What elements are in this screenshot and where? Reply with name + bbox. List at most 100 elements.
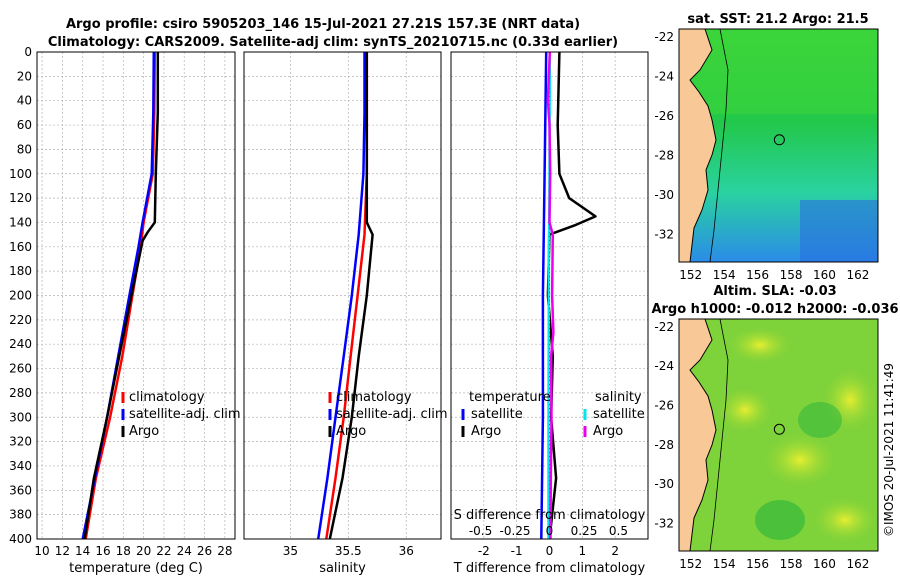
sla-blob-3 <box>760 430 840 490</box>
temperature-panel: 0 20 40 60 80 100 120 140 160 180 200 220 240 260 280 3… <box>9 45 241 576</box>
title-line-1: Argo profile: csiro 5905203_146 15-Jul-2… <box>66 17 580 32</box>
sla-coastline <box>689 318 717 552</box>
x-tick-label: 1 <box>579 544 587 558</box>
plot-frame <box>450 51 649 540</box>
x-tick-label: 22 <box>156 544 171 558</box>
map-x-tick: 162 <box>846 268 869 282</box>
s-tick-label: -0.5 <box>469 524 492 538</box>
y-tick-label: 140 <box>9 215 32 229</box>
sla-land <box>679 319 716 551</box>
plot-frame <box>36 51 236 540</box>
map-y-tick: -30 <box>654 188 674 202</box>
sla-map-title-2: Argo h1000: -0.012 h2000: -0.036 <box>651 302 898 317</box>
map-y-tick: -32 <box>654 227 674 241</box>
map-x-tick: 154 <box>713 557 736 571</box>
sla-blob-1 <box>725 325 795 365</box>
map-x-tick: 156 <box>746 557 769 571</box>
y-tick-label: 80 <box>17 142 32 156</box>
y-tick-label: 300 <box>9 410 32 424</box>
y-tick-label: 400 <box>9 532 32 546</box>
sla-map-title-1: Altim. SLA: -0.03 <box>713 284 836 299</box>
y-tick-label: 0 <box>24 45 32 59</box>
x-tick-label: 12 <box>55 544 70 558</box>
x-tick-label: 35 <box>283 544 298 558</box>
map-y-tick: -24 <box>654 359 674 373</box>
x-axis-label: temperature (deg C) <box>69 561 203 576</box>
y-tick-label: 160 <box>9 240 32 254</box>
title-line-2: Climatology: CARS2009. Satellite-adj cli… <box>48 35 618 50</box>
map-x-tick: 152 <box>679 268 702 282</box>
y-tick-label: 240 <box>9 337 32 351</box>
s-tick-label: 0 <box>546 524 554 538</box>
x-tick-label: 16 <box>95 544 110 558</box>
y-tick-label: 360 <box>9 483 32 497</box>
x-tick-label: -2 <box>478 544 490 558</box>
sla-map-frame <box>678 318 879 552</box>
legend-label-s-1: satellite <box>593 407 645 422</box>
s-tick-label: 0.5 <box>609 524 628 538</box>
map-x-tick: 160 <box>813 268 836 282</box>
legend-label-s-0: salinity <box>595 390 642 405</box>
y-tick-label: 180 <box>9 264 32 278</box>
sla-blob-2 <box>715 385 775 435</box>
legend-label-0: climatology <box>129 390 205 405</box>
map-x-tick: 162 <box>846 557 869 571</box>
x-tick-label: 10 <box>34 544 49 558</box>
y-tick-label: 320 <box>9 435 32 449</box>
x-axis-label: T difference from climatology <box>453 561 646 576</box>
s-tick-label: -0.25 <box>499 524 530 538</box>
s-tick-label: 0.25 <box>571 524 598 538</box>
sla-low-2 <box>798 402 842 438</box>
legend-label-0: climatology <box>336 390 412 405</box>
map-x-tick: 160 <box>813 557 836 571</box>
salinity-panel: 35 35.5 36 salinity climatology satellite-adj… <box>243 51 448 576</box>
series-line-0 <box>540 51 548 540</box>
series-line-2 <box>83 52 160 540</box>
map-y-tick: -24 <box>654 69 674 83</box>
x-tick-label: 18 <box>116 544 131 558</box>
map-x-tick: 154 <box>713 268 736 282</box>
x-tick-label: 2 <box>611 544 619 558</box>
difference-panel: -2 -1 0 1 2 T difference from climatology S di… <box>450 51 649 576</box>
x-tick-label: 36 <box>399 544 414 558</box>
sst-argo-marker <box>773 134 785 146</box>
sst-coastline <box>689 28 717 263</box>
sst-field-cold-patch <box>800 200 878 262</box>
sla-isobath <box>709 318 729 552</box>
sst-land <box>679 29 716 262</box>
sst-map-ticks: 152 154 156 158 160 162 -22 -24 -26 -28 -30 -32 <box>654 30 869 282</box>
sla-blob-5 <box>810 495 880 545</box>
map-y-tick: -28 <box>654 438 674 452</box>
x-tick-label: 0 <box>546 544 554 558</box>
y-tick-label: 40 <box>17 94 32 108</box>
y-tick-label: 60 <box>17 118 32 132</box>
legend-label-2: Argo <box>129 424 159 439</box>
legend-label-t-1: satellite <box>471 407 523 422</box>
x-tick-label: 14 <box>75 544 90 558</box>
sla-map <box>678 318 880 552</box>
sst-map-frame <box>678 28 879 263</box>
x-tick-label: 24 <box>177 544 192 558</box>
sla-map-ticks: 152 154 156 158 160 162 -22 -24 -26 -28 -30 -32 <box>654 320 869 571</box>
y-tick-label: 340 <box>9 459 32 473</box>
legend-label-t-0: temperature <box>469 390 551 405</box>
map-y-tick: -22 <box>654 320 674 334</box>
sla-argo-marker <box>773 423 785 435</box>
y-tick-label: 200 <box>9 289 32 303</box>
legend-label-1: satellite-adj. clim <box>129 407 241 422</box>
sst-map <box>678 28 879 263</box>
y-tick-label: 280 <box>9 386 32 400</box>
x-tick-label: 20 <box>136 544 151 558</box>
y-tick-label: 100 <box>9 167 32 181</box>
sst-isobath <box>709 28 729 263</box>
x-tick-label: 26 <box>197 544 212 558</box>
legend-label-s-2: Argo <box>593 424 623 439</box>
series-line-1 <box>316 52 366 540</box>
map-x-tick: 156 <box>746 268 769 282</box>
x-tick-label: 35.5 <box>335 544 362 558</box>
y-tick-label: 120 <box>9 191 32 205</box>
y-tick-label: 220 <box>9 313 32 327</box>
x-axis-label: salinity <box>319 561 366 576</box>
map-y-tick: -26 <box>654 109 674 123</box>
